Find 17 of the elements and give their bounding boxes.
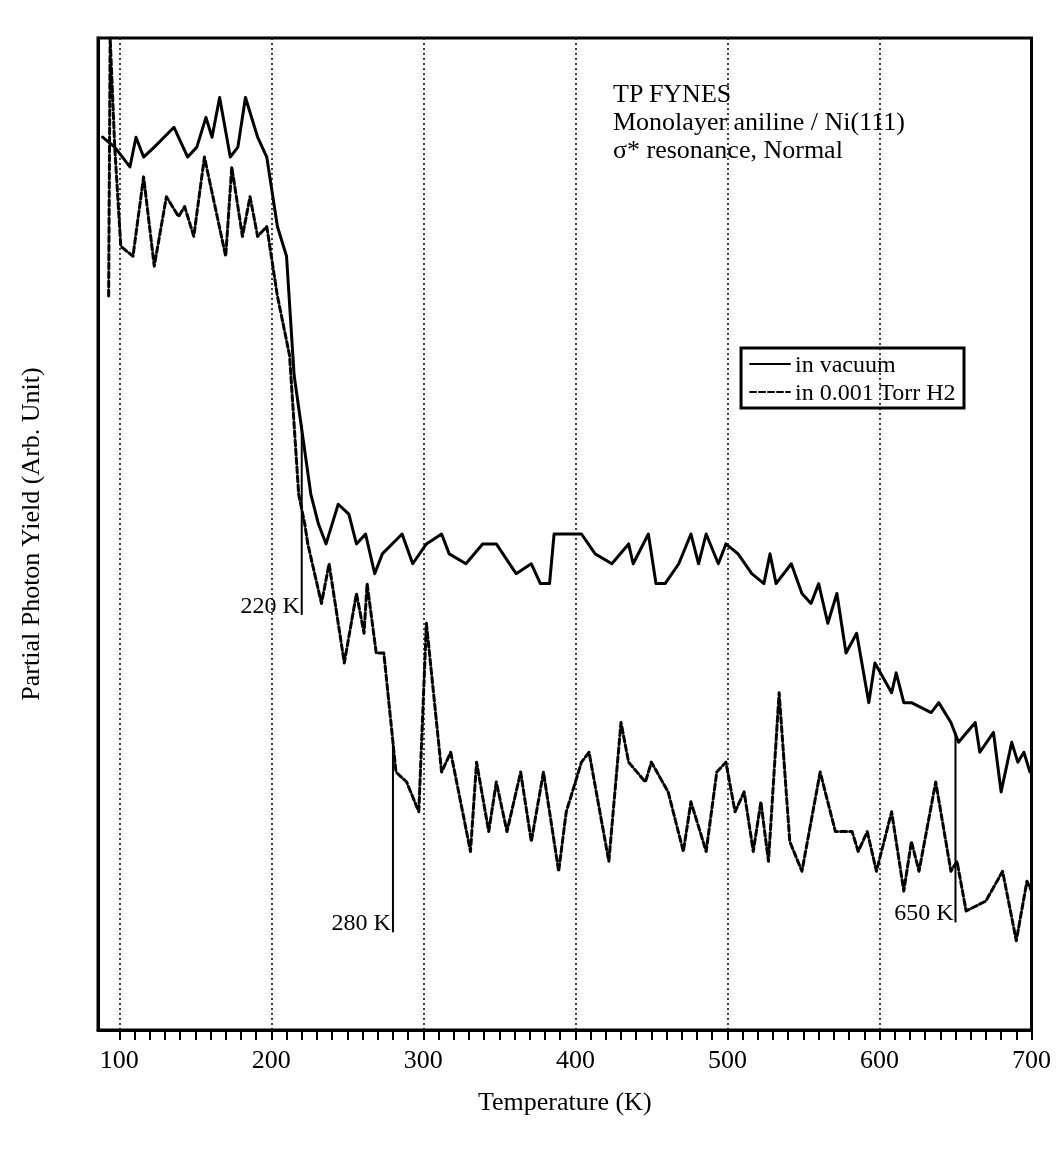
annotation: 220 K [240, 591, 301, 618]
annotation: 650 K [894, 899, 955, 926]
legend-label: in 0.001 Torr H2 [795, 379, 956, 405]
x-tick-label: 400 [555, 1044, 595, 1074]
x-tick-label: 500 [707, 1044, 747, 1074]
x-axis-title: Temperature (K) [477, 1086, 652, 1116]
legend-label: in vacuum [795, 351, 896, 377]
x-tick-label: 700 [1012, 1044, 1051, 1074]
x-tick-label: 600 [859, 1044, 899, 1074]
annotation: Monolayer aniline / Ni(111) [613, 106, 905, 136]
x-tick-label: 300 [403, 1044, 443, 1074]
x-tick-label: 200 [251, 1044, 291, 1074]
annotation: σ* resonance, Normal [613, 134, 843, 164]
annotation: TP FYNES [613, 78, 732, 108]
y-axis-title: Partial Photon Yield (Arb. Unit) [15, 367, 45, 701]
x-tick-label: 100 [99, 1044, 139, 1074]
annotation: 280 K [331, 909, 392, 936]
